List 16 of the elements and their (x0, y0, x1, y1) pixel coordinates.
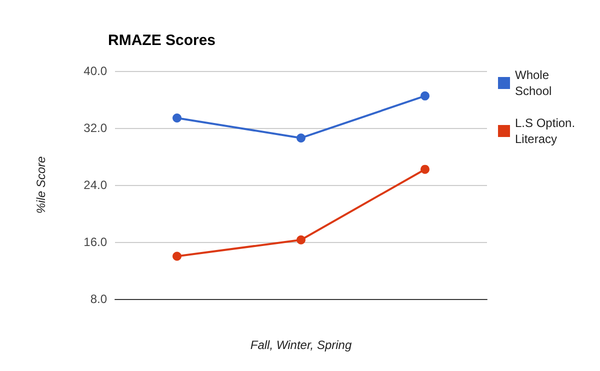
x-axis-title: Fall, Winter, Spring (250, 338, 352, 352)
y-tick-label: 24.0 (84, 178, 108, 192)
point (420, 164, 430, 174)
chart-title: RMAZE Scores (108, 32, 216, 49)
legend-label: L.S Option. Literacy (515, 116, 578, 146)
point (172, 252, 182, 261)
y-tick-label: 8.0 (90, 292, 108, 306)
point (420, 91, 430, 100)
y-tick-label: 40.0 (84, 64, 108, 78)
y-tick-label: 32.0 (84, 121, 108, 135)
point (296, 133, 306, 142)
y-axis-title: %ile Score (34, 156, 48, 214)
point (296, 235, 306, 244)
legend-label: Whole School (515, 68, 552, 98)
point (172, 114, 182, 123)
y-tick-label: 16.0 (84, 235, 108, 249)
